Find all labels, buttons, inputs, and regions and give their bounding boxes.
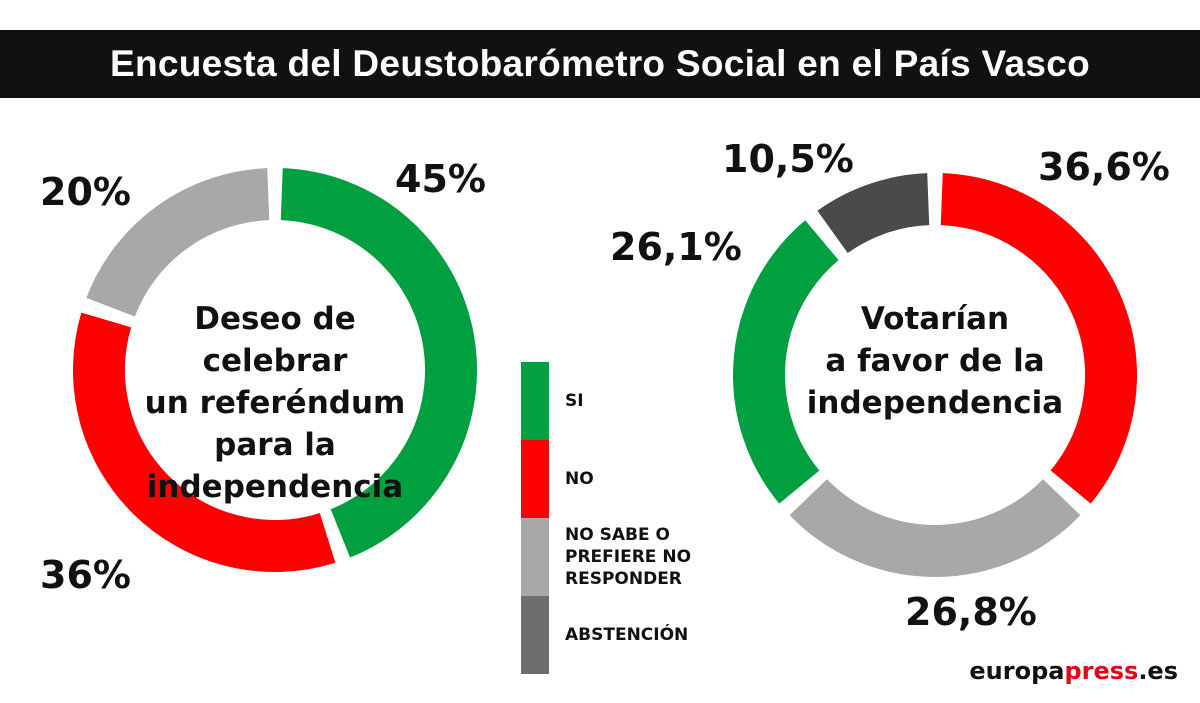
chart-1-center-title: Deseo de celebrar un referéndum para la ind… bbox=[120, 298, 430, 508]
chart-1-title-line-4: independencia bbox=[146, 469, 404, 505]
legend-swatch-no bbox=[521, 440, 549, 518]
legend-label-no-sabe-o-prefiere-no-responder: NO SABE O PREFIERE NO RESPONDER bbox=[565, 525, 692, 589]
legend-item-abstencion: ABSTENCIÓN bbox=[521, 596, 721, 674]
chart-2-label-si: 26,1% bbox=[610, 225, 742, 269]
legend-label-abstencion: ABSTENCIÓN bbox=[565, 625, 689, 645]
chart-2-title-line-2: a favor de la bbox=[825, 343, 1045, 379]
chart-2-center-title: Votarían a favor de la independencia bbox=[785, 298, 1085, 424]
legend-swatch-si bbox=[521, 362, 549, 440]
chart-2-label-abstencion: 10,5% bbox=[722, 137, 854, 181]
chart-1-slice-si bbox=[280, 168, 477, 558]
chart-2-label-no-sabe-o-prefiere-no-responder: 26,8% bbox=[905, 590, 1037, 634]
legend-label-si: SI bbox=[565, 391, 584, 411]
chart-2-label-no: 36,6% bbox=[1038, 145, 1170, 189]
chart-1-title-line-3: para la bbox=[214, 427, 336, 463]
brand-logo: europapress.es bbox=[969, 657, 1178, 685]
brand-part-1: europa bbox=[969, 657, 1065, 685]
chart-2-slice-no bbox=[940, 173, 1137, 504]
legend-swatch-abstencion bbox=[521, 596, 549, 674]
chart-title: Encuesta del Deustobarómetro Social en e… bbox=[0, 30, 1200, 98]
legend-item-no: NO bbox=[521, 440, 721, 518]
legend-item-no-sabe-o-prefiere-no-responder: NO SABE O PREFIERE NO RESPONDER bbox=[521, 518, 721, 596]
chart-1-label-no: 36% bbox=[40, 553, 131, 597]
chart-1-title-line-1: Deseo de celebrar bbox=[194, 301, 356, 379]
legend-item-si: SI bbox=[521, 362, 721, 440]
chart-1-title-line-2: un referéndum bbox=[144, 385, 406, 421]
chart-2-title-line-1: Votarían bbox=[860, 301, 1010, 337]
legend-swatch-no-sabe-o-prefiere-no-responder bbox=[521, 518, 549, 596]
chart-2-slice-si bbox=[733, 220, 840, 504]
legend-label-no: NO bbox=[565, 469, 594, 489]
chart-1-label-no-sabe-o-prefiere-no-responder: 20% bbox=[40, 170, 131, 214]
chart-1-label-si: 45% bbox=[395, 157, 486, 201]
brand-part-3: .es bbox=[1138, 657, 1178, 685]
legend: SI NO NO SABE O PREFIERE NO RESPONDER ABSTE… bbox=[521, 362, 721, 674]
brand-part-2: press bbox=[1064, 657, 1139, 685]
chart-2-slice-no-sabe-o-prefiere-no-responder bbox=[789, 478, 1081, 577]
chart-2-slice-abstencion bbox=[817, 173, 930, 254]
chart-1-slice-no bbox=[73, 312, 336, 572]
chart-1-slice-no-sabe-o-prefiere-no-responder bbox=[86, 168, 270, 318]
chart-2-title-line-3: independencia bbox=[806, 385, 1064, 421]
